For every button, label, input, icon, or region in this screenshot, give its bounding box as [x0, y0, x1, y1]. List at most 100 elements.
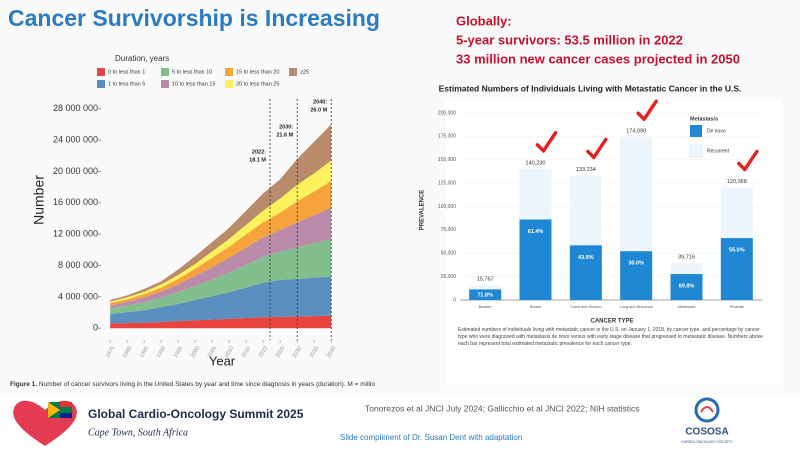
annotation-text: 2022: — [252, 149, 266, 155]
bar-de-novo — [469, 289, 502, 300]
y-tick-label: 100,000 — [438, 204, 456, 210]
credit: Slide compliment of Dr. Susan Dent with … — [340, 433, 522, 442]
value-label: 39,716 — [678, 254, 695, 260]
y-tick-label: 150,000 — [438, 157, 456, 163]
percent-label: 71.8% — [477, 292, 493, 298]
bar-de-novo — [670, 274, 703, 300]
figure-text: Number of cancer survivors living in the… — [39, 381, 376, 388]
percent-label: 69.8% — [679, 284, 695, 290]
legend-swatch — [97, 80, 105, 88]
chart-caption: Estimated numbers of individuals living … — [458, 327, 763, 347]
legend-swatch — [97, 68, 105, 76]
highlight: 33 million new cancer cases projected in… — [456, 51, 740, 66]
legend-label: 0 to less than 1 — [108, 69, 145, 75]
x-axis-label: CANCER TYPE — [590, 319, 633, 325]
figure-caption: Figure 1. Number of cancer survivors liv… — [10, 381, 375, 388]
x-tick-label: 2005 — [207, 345, 218, 359]
y-tick-label: 50,000 — [441, 251, 457, 257]
legend-label: 20 to less than 25 — [236, 81, 279, 87]
percent-label: 30.0% — [628, 261, 644, 267]
legend-swatch — [289, 68, 297, 76]
x-tick-label: Breast — [530, 305, 542, 309]
x-tick-label: 1995 — [173, 345, 184, 359]
y-tick-label: 0 — [453, 297, 456, 303]
legend-swatch — [689, 144, 703, 158]
society-logo — [694, 397, 720, 423]
x-tick-label: Prostate — [730, 305, 744, 309]
bar-de-novo — [519, 219, 552, 300]
value-label: 174,090 — [626, 129, 646, 135]
legend-label: 15 to less than 20 — [236, 69, 279, 75]
checkmark — [586, 137, 608, 160]
legend-label: ≥25 — [300, 69, 309, 75]
x-tick-label: 1990 — [156, 345, 167, 359]
legend-label: 10 to less than 15 — [172, 81, 215, 87]
x-tick-label: 2015 — [241, 345, 252, 359]
flag — [60, 413, 72, 418]
legend-label: 5 to less than 10 — [172, 69, 212, 75]
y-tick-label: 24 000 000 — [53, 134, 98, 144]
value-label: 120,368 — [727, 179, 747, 185]
x-tick-label: 2025 — [275, 345, 286, 359]
annotation-text: 21.6 M — [276, 132, 293, 138]
x-tick-label: 2020 — [258, 345, 269, 359]
references: Tonorezos et al JNCI July 2024; Gallicch… — [365, 403, 639, 413]
society-tagline: CARDIO-ONCOLOGY SOCIETY — [681, 440, 733, 444]
y-tick-label: 125,000 — [438, 180, 456, 186]
event-name: Global Cardio-Oncology Summit 2025 — [88, 407, 304, 421]
x-tick-label: Bladder — [479, 305, 493, 309]
y-tick-label: 4 000 000 — [58, 291, 98, 301]
checkmark — [737, 149, 759, 172]
legend-label: 1 to less than 5 — [108, 81, 145, 87]
area-series — [110, 238, 332, 315]
chart-title: Estimated Numbers of Individuals Living … — [439, 83, 742, 93]
y-tick-label: 200,000 — [438, 110, 456, 116]
figure-label: Figure 1. — [10, 381, 37, 388]
y-tick-label: 12 000 000 — [53, 229, 98, 239]
highlight: Globally: — [456, 13, 512, 28]
x-tick-label: 2035 — [309, 345, 320, 359]
footer-band — [0, 395, 800, 454]
annotation-text: 26.0 M — [310, 107, 327, 113]
annotation-text: 18.1 M — [249, 157, 266, 163]
highlight: 5-year survivors: 53.5 million in 2022 — [456, 32, 683, 47]
y-tick-label: 20 000 000 — [53, 166, 98, 176]
x-tick-label: 1980 — [122, 345, 133, 359]
checkmark — [636, 99, 658, 121]
x-tick-label: 1985 — [139, 345, 150, 359]
percent-label: 43.9% — [578, 255, 594, 261]
legend-label: Recurrent — [707, 148, 730, 154]
legend-swatch — [161, 80, 169, 88]
legend-swatch — [690, 125, 702, 137]
flag — [48, 402, 60, 418]
x-tick-label: 2000 — [190, 345, 201, 359]
x-tick-label: Lung and Bronchus — [620, 305, 653, 309]
flag — [60, 402, 72, 407]
bar-de-novo — [569, 245, 602, 300]
bar-de-novo — [620, 251, 653, 300]
slide-title: Cancer Survivorship is Increasing — [8, 5, 380, 31]
x-tick-label: Colon and Rectum — [570, 305, 601, 309]
y-tick-label: 175,000 — [438, 134, 456, 140]
area-series — [110, 315, 332, 329]
y-axis-label: Number — [31, 175, 47, 225]
value-label: 15,767 — [477, 277, 494, 283]
y-tick-label: 28 000 000 — [53, 103, 98, 113]
annotation-text: 2040: — [313, 99, 327, 105]
value-label: 140,230 — [526, 160, 546, 166]
area-series — [110, 276, 332, 324]
y-axis-label: PREVALENCE — [420, 190, 426, 231]
percent-label: 61.4% — [528, 229, 544, 235]
legend-title: Metastasis — [690, 116, 718, 122]
checkmark — [535, 131, 558, 153]
x-tick-label: 2010 — [224, 345, 235, 359]
x-tick-label: Melanoma — [678, 305, 697, 309]
legend-label: De novo — [707, 128, 726, 134]
x-tick-label: 1975 — [105, 345, 116, 359]
society-logo — [700, 406, 714, 413]
y-tick-label: 16 000 000 — [53, 197, 98, 207]
bar-de-novo — [720, 238, 753, 300]
area-series — [110, 207, 332, 309]
